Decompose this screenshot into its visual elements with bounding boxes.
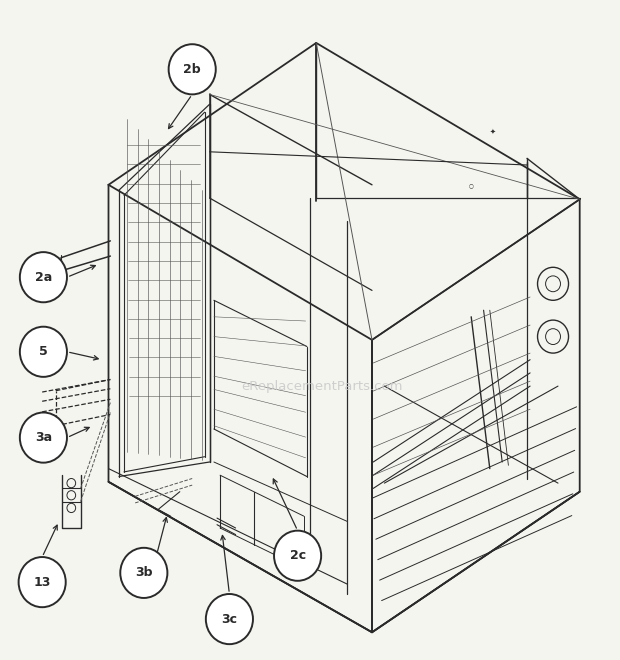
Circle shape bbox=[274, 531, 321, 581]
Circle shape bbox=[67, 504, 76, 513]
Circle shape bbox=[206, 594, 253, 644]
Text: 3a: 3a bbox=[35, 431, 52, 444]
Text: 13: 13 bbox=[33, 576, 51, 589]
Circle shape bbox=[20, 252, 67, 302]
Text: eReplacementParts.com: eReplacementParts.com bbox=[242, 379, 403, 393]
Circle shape bbox=[67, 490, 76, 500]
Text: 3b: 3b bbox=[135, 566, 153, 579]
Circle shape bbox=[546, 276, 560, 292]
Text: 5: 5 bbox=[39, 345, 48, 358]
Circle shape bbox=[20, 412, 67, 463]
Circle shape bbox=[19, 557, 66, 607]
Text: 3c: 3c bbox=[221, 612, 237, 626]
Text: 2c: 2c bbox=[290, 549, 306, 562]
Circle shape bbox=[120, 548, 167, 598]
Circle shape bbox=[20, 327, 67, 377]
Circle shape bbox=[538, 320, 569, 353]
Text: ○: ○ bbox=[469, 183, 474, 189]
Circle shape bbox=[169, 44, 216, 94]
Text: ✦: ✦ bbox=[490, 129, 496, 135]
Circle shape bbox=[538, 267, 569, 300]
Text: 2a: 2a bbox=[35, 271, 52, 284]
Text: 2b: 2b bbox=[184, 63, 201, 76]
Circle shape bbox=[546, 329, 560, 345]
Circle shape bbox=[67, 478, 76, 488]
